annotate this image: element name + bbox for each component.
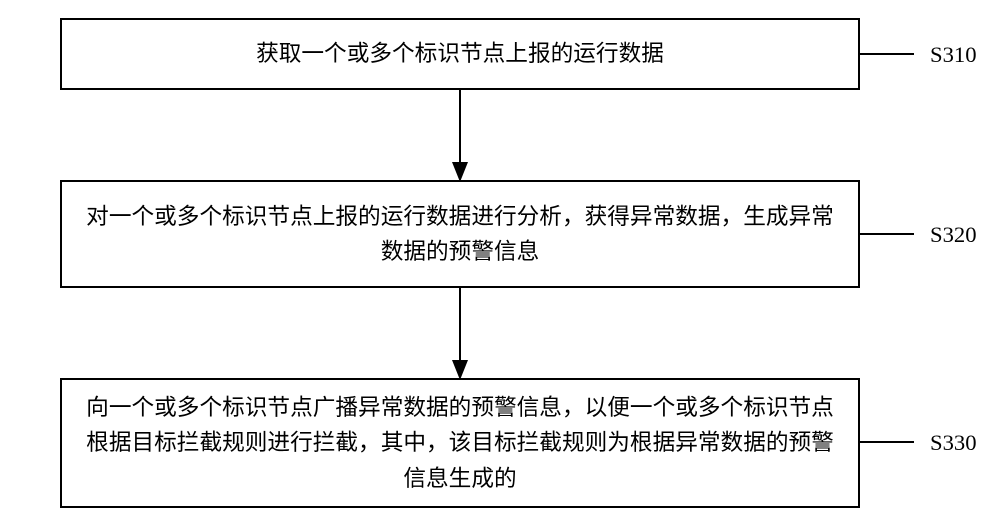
flow-node-s320: 对一个或多个标识节点上报的运行数据进行分析，获得异常数据，生成异常数据的预警信息 [60, 180, 860, 288]
flow-node-s310: 获取一个或多个标识节点上报的运行数据 [60, 18, 860, 90]
label-connector-s310 [860, 53, 914, 55]
label-connector-s330 [860, 441, 914, 443]
flow-node-text: 获取一个或多个标识节点上报的运行数据 [256, 36, 664, 71]
flow-node-text: 向一个或多个标识节点广播异常数据的预警信息，以便一个或多个标识节点根据目标拦截规… [82, 390, 838, 495]
label-connector-s320 [860, 233, 914, 235]
flowchart-canvas: 获取一个或多个标识节点上报的运行数据 S310 对一个或多个标识节点上报的运行数… [0, 0, 1000, 525]
step-label-s330: S330 [930, 430, 977, 456]
flow-node-text: 对一个或多个标识节点上报的运行数据进行分析，获得异常数据，生成异常数据的预警信息 [82, 199, 838, 269]
step-label-s320: S320 [930, 222, 977, 248]
step-label-s310: S310 [930, 42, 977, 68]
flow-node-s330: 向一个或多个标识节点广播异常数据的预警信息，以便一个或多个标识节点根据目标拦截规… [60, 378, 860, 508]
